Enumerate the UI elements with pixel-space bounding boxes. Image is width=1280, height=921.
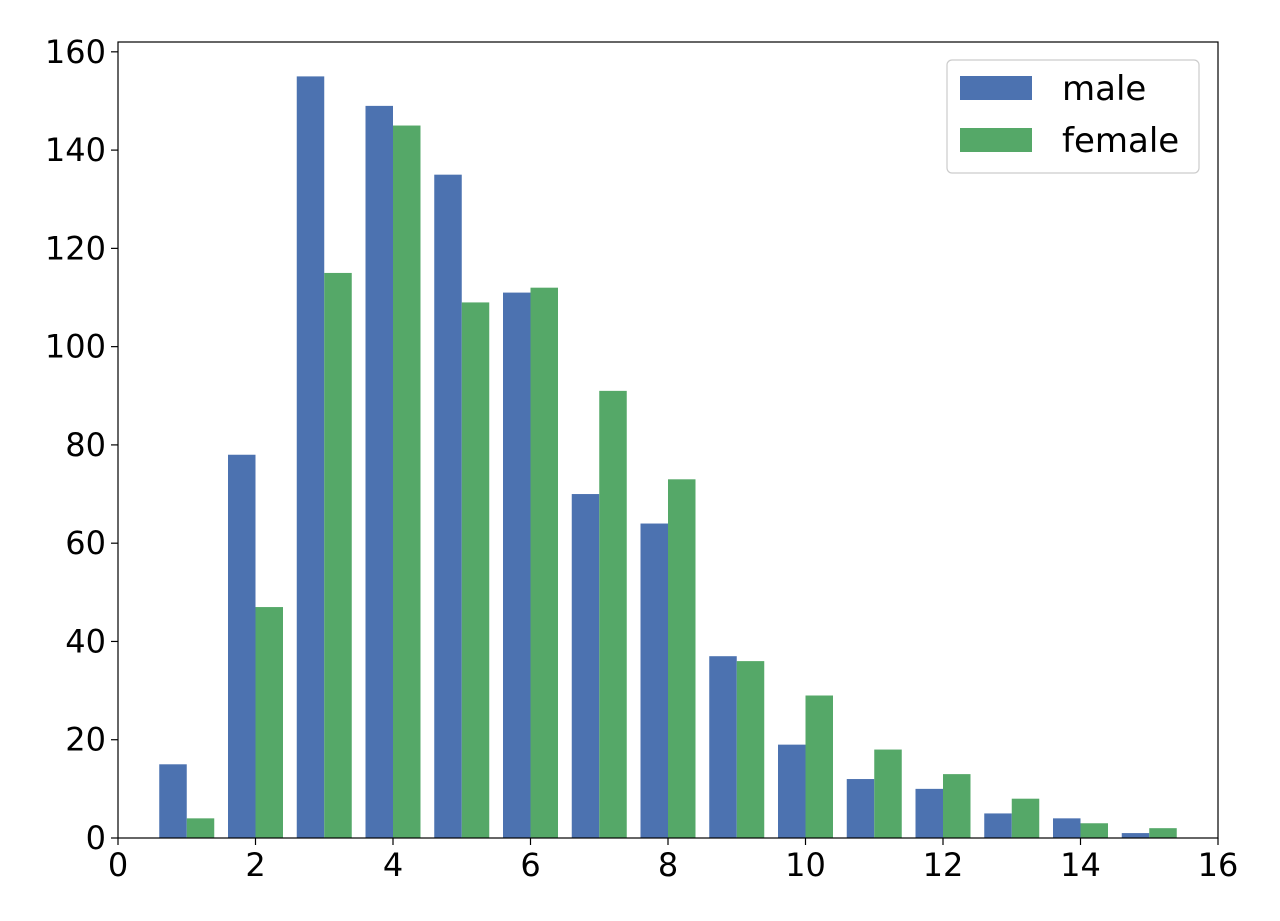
x-tick-label: 8 [658, 846, 678, 884]
bar-male-9 [709, 656, 737, 838]
x-tick-label: 16 [1198, 846, 1239, 884]
bar-female-3 [324, 272, 352, 839]
bar-male-11 [846, 779, 875, 838]
bar-female-2 [255, 607, 283, 838]
y-tick-label: 40 [65, 622, 106, 660]
bar-female-10 [805, 695, 833, 838]
bars-group [159, 76, 1177, 839]
bar-male-13 [984, 813, 1012, 838]
bar-female-6 [530, 287, 558, 838]
legend: male female [946, 59, 1200, 174]
x-tick-label: 4 [383, 846, 403, 884]
x-tick-label: 0 [108, 846, 128, 884]
bar-male-5 [434, 174, 462, 838]
x-axis: 0 2 4 6 8 10 12 14 16 [108, 838, 1239, 884]
bar-female-14 [1080, 823, 1108, 838]
bar-male-10 [778, 744, 806, 838]
y-tick-label: 80 [65, 426, 106, 464]
y-axis: 0 20 40 60 80 100 120 140 160 [45, 33, 118, 857]
x-tick-label: 2 [245, 846, 265, 884]
bar-female-11 [874, 749, 902, 838]
legend-label-female: female [1062, 121, 1179, 161]
y-tick-label: 160 [45, 33, 106, 71]
bar-male-7 [571, 494, 600, 838]
y-tick-label: 140 [45, 131, 106, 169]
legend-swatch-female [960, 128, 1032, 152]
x-tick-label: 14 [1060, 846, 1101, 884]
bar-male-1 [159, 764, 187, 838]
bar-female-5 [461, 302, 490, 838]
bar-female-12 [943, 774, 971, 838]
bar-male-6 [503, 292, 531, 838]
bar-male-12 [915, 788, 943, 838]
bar-female-7 [599, 390, 627, 838]
bar-female-15 [1149, 828, 1177, 838]
bar-female-4 [393, 125, 421, 838]
bar-female-1 [186, 818, 215, 838]
legend-label-male: male [1062, 69, 1146, 109]
x-tick-label: 10 [785, 846, 826, 884]
bar-male-4 [365, 105, 393, 839]
legend-swatch-male [960, 76, 1032, 100]
bar-male-2 [228, 454, 256, 838]
bar-female-9 [736, 661, 765, 838]
bar-male-3 [296, 76, 325, 838]
y-tick-label: 100 [45, 328, 106, 366]
y-tick-label: 60 [65, 524, 106, 562]
bar-female-8 [668, 479, 696, 838]
x-tick-label: 12 [923, 846, 964, 884]
x-tick-label: 6 [520, 846, 540, 884]
y-tick-label: 120 [45, 229, 106, 267]
y-tick-label: 20 [65, 721, 106, 759]
bar-male-8 [640, 523, 668, 838]
bar-male-14 [1053, 818, 1081, 838]
bar-male-15 [1121, 833, 1150, 838]
bar-female-13 [1011, 798, 1040, 838]
y-tick-label: 0 [86, 819, 106, 857]
